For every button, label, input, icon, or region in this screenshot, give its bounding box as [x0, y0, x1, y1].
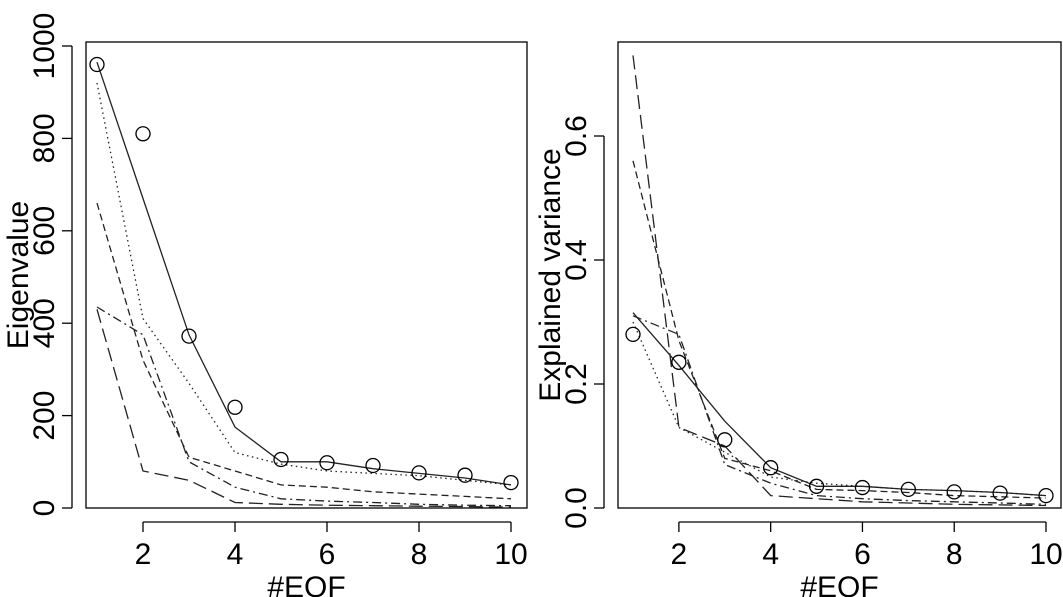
data-point-circle: [625, 326, 641, 343]
chart-panel-1: 2 4 6 8 10 #EOF 0 200 400 600 800 1000 Eigenvalue: [2, 13, 528, 597]
data-point-circle: [808, 478, 825, 494]
x-tick-label: 2: [135, 538, 152, 571]
plot-frame: [617, 41, 1062, 509]
data-point-circle: [411, 465, 427, 481]
series-line-solid: [632, 312, 1047, 497]
data-point-circle: [319, 455, 335, 471]
y-tick-label: 0.2: [560, 363, 593, 405]
data-point-circle: [900, 481, 916, 498]
series-line-dashed: [632, 160, 1047, 499]
data-point-circle: [181, 328, 197, 344]
series-line-solid: [96, 61, 512, 486]
y-tick-label: 200: [28, 391, 61, 441]
data-point-circle: [763, 460, 779, 476]
y-tick-label: 0.0: [560, 487, 593, 529]
data-point-circle: [946, 484, 962, 500]
y-tick-label: 600: [28, 206, 61, 256]
x-tick-label: 2: [671, 538, 688, 571]
data-point-circle: [365, 457, 381, 474]
data-point-circle: [1038, 487, 1054, 504]
y-tick-label: 400: [28, 298, 61, 348]
series-line-longdash: [632, 55, 1047, 507]
y-axis-label: Explained variance: [534, 148, 567, 402]
y-tick-label: 1000: [28, 13, 61, 80]
x-tick-label: 6: [854, 538, 871, 571]
x-tick-label: 4: [227, 538, 244, 571]
y-tick-label: 0.6: [560, 115, 593, 157]
x-axis-label: #EOF: [800, 571, 878, 597]
x-tick-label: 10: [494, 538, 527, 571]
y-tick-label: 800: [28, 113, 61, 163]
y-tick-label: 0: [28, 500, 61, 517]
x-tick-label: 6: [319, 538, 336, 571]
data-point-circle: [854, 479, 871, 496]
x-axis-label: #EOF: [267, 571, 345, 597]
series-line-longdash: [96, 309, 512, 508]
x-tick-label: 8: [946, 538, 963, 571]
data-point-circle: [671, 354, 687, 370]
plot-frame: [85, 41, 528, 509]
series-line-dotted: [632, 321, 1047, 497]
series-line-dashdot: [96, 306, 512, 507]
y-tick-label: 0.4: [560, 239, 593, 281]
data-point-circle: [457, 467, 473, 483]
data-point-circle: [992, 485, 1008, 501]
series-line-dashdot: [632, 315, 1047, 505]
data-point-circle: [717, 432, 733, 448]
data-point-circle: [89, 56, 105, 73]
data-point-circle: [227, 399, 243, 415]
data-point-circle: [135, 126, 151, 142]
x-tick-label: 4: [762, 538, 779, 571]
x-tick-label: 8: [411, 538, 428, 571]
series-line-dashed: [96, 202, 512, 500]
series-line-dotted: [96, 82, 512, 486]
x-tick-label: 10: [1029, 538, 1062, 571]
data-point-circle: [273, 451, 289, 468]
data-point-circle: [503, 474, 519, 491]
y-axis-label: Eigenvalue: [2, 201, 35, 349]
